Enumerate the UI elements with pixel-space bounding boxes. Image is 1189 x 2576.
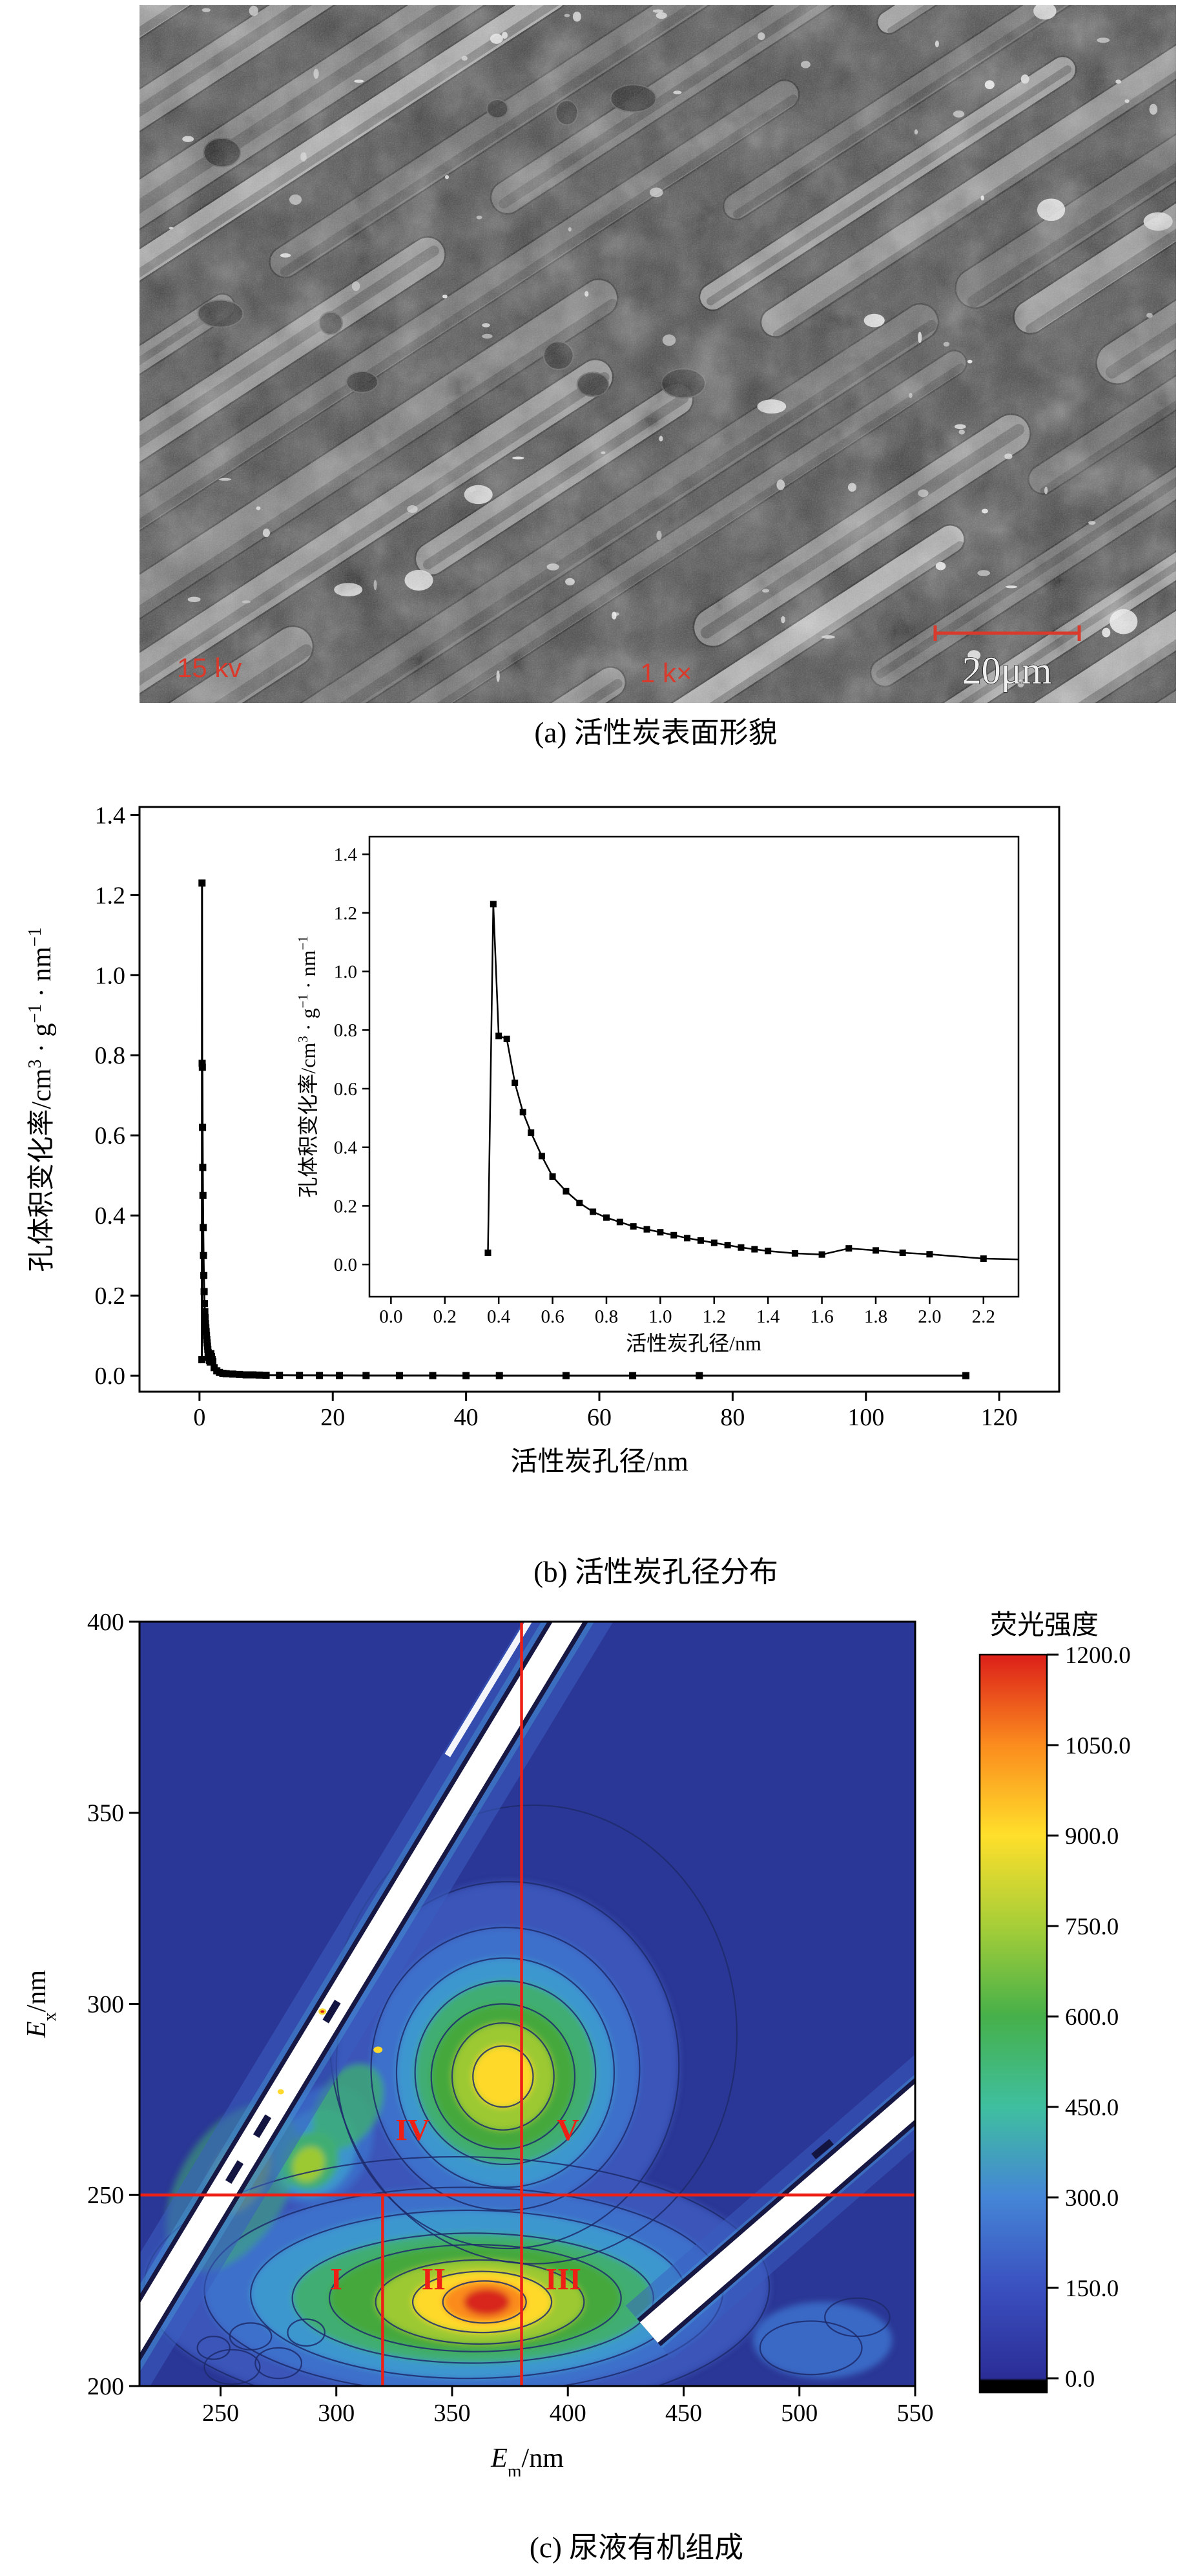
x-tick-label: 1.2 bbox=[703, 1306, 726, 1327]
x-tick-label: 0.8 bbox=[595, 1306, 618, 1327]
region-label-I: I bbox=[330, 2262, 342, 2296]
sem-scale-label: 20μm bbox=[962, 649, 1052, 692]
x-tick-label: 80 bbox=[720, 1404, 745, 1431]
sem-magnification-label: 1 k× bbox=[640, 658, 692, 688]
sem-scale-bar bbox=[933, 625, 1081, 641]
y-tick-label: 300 bbox=[87, 1991, 124, 2018]
y-axis-label: Ex/nm bbox=[22, 1970, 60, 2038]
x-tick-label: 120 bbox=[981, 1404, 1018, 1431]
colorbar-tick-label: 450.0 bbox=[1065, 2095, 1119, 2121]
y-tick-label: 0.8 bbox=[95, 1042, 126, 1069]
x-tick-label: 300 bbox=[318, 2400, 355, 2427]
colorbar-tick-label: 1050.0 bbox=[1065, 1733, 1131, 1759]
y-tick-label: 1.2 bbox=[95, 882, 126, 909]
x-tick-label: 350 bbox=[433, 2400, 470, 2427]
y-tick-label: 0.2 bbox=[95, 1283, 126, 1310]
colorbar-tick-label: 750.0 bbox=[1065, 1914, 1119, 1940]
y-tick-label: 200 bbox=[87, 2373, 124, 2400]
x-tick-label: 100 bbox=[847, 1404, 884, 1431]
x-tick-label: 60 bbox=[587, 1404, 612, 1431]
x-tick-label: 0.2 bbox=[433, 1306, 457, 1327]
y-tick-label: 1.4 bbox=[95, 802, 126, 829]
x-tick-label: 1.6 bbox=[810, 1306, 833, 1327]
panel-b: 0 20 40 60 80 100 120 0.0 0.2 0.4 0.6 0.8 1.0 1.2 1.4 活… bbox=[0, 791, 1189, 1591]
y-tick-label: 0.6 bbox=[95, 1122, 126, 1149]
caption-c: (c) 尿液有机组成 bbox=[529, 2531, 744, 2564]
colorbar-tick-label: 0.0 bbox=[1065, 2366, 1095, 2393]
eem-blobs bbox=[144, 1881, 893, 2386]
y-tick-label: 1.0 bbox=[334, 961, 357, 982]
colorbar-tick-label: 900.0 bbox=[1065, 1823, 1119, 1850]
y-tick-label: 1.4 bbox=[334, 844, 358, 865]
pore-inset-plot: 0.0 0.2 0.4 0.6 0.8 1.0 1.2 1.4 1.6 1.8 2.0 2.2 0.0 0… bbox=[295, 835, 1020, 1355]
y-tick-label: 0.0 bbox=[334, 1255, 357, 1275]
y-tick-label: 0.8 bbox=[334, 1020, 357, 1041]
y-tick-label: 350 bbox=[87, 1800, 124, 1827]
rayleigh-band-second-order bbox=[625, 2054, 915, 2360]
colorbar-title: 荧光强度 bbox=[990, 1611, 1099, 1640]
figure-page: 15 kv 1 k× 20μm (a) 活性炭表面形貌 0 20 40 60 80 100 12… bbox=[0, 5, 1189, 2567]
x-tick-label: 20 bbox=[320, 1404, 345, 1431]
y-tick-label: 0.4 bbox=[334, 1138, 358, 1158]
y-tick-label: 1.0 bbox=[95, 962, 126, 989]
colorbar-tick-label: 600.0 bbox=[1065, 2004, 1119, 2031]
caption-b: (b) 活性炭孔径分布 bbox=[533, 1556, 778, 1588]
panel-a: 15 kv 1 k× 20μm (a) 活性炭表面形貌 bbox=[0, 5, 1189, 752]
x-tick-label: 0 bbox=[193, 1404, 205, 1431]
eem-colorbar: 0.0 150.0 300.0 450.0 600.0 750.0 900.0 1050.0 1… bbox=[978, 1611, 1131, 2394]
x-tick-label: 400 bbox=[550, 2400, 586, 2427]
x-tick-label: 0.4 bbox=[487, 1306, 511, 1327]
y-tick-label: 400 bbox=[87, 1609, 124, 1636]
y-tick-label: 0.6 bbox=[334, 1079, 357, 1100]
sem-image: 15 kv 1 k× 20μm bbox=[140, 5, 1176, 703]
region-label-II: II bbox=[422, 2262, 446, 2296]
y-tick-label: 0.0 bbox=[95, 1363, 126, 1390]
y-tick-label: 0.4 bbox=[95, 1202, 126, 1230]
y-tick-label: 0.2 bbox=[334, 1196, 357, 1217]
x-tick-label: 1.0 bbox=[648, 1306, 672, 1327]
x-tick-label: 550 bbox=[897, 2400, 934, 2427]
x-tick-label: 1.4 bbox=[756, 1306, 780, 1327]
x-axis-label: 活性炭孔径/nm bbox=[626, 1332, 761, 1355]
rayleigh-band-first-order bbox=[140, 1622, 614, 2386]
region-label-III: III bbox=[545, 2262, 581, 2296]
y-axis-label: 孔体积变化率/cm3 · g−1 · nm−1 bbox=[295, 936, 320, 1197]
caption-a: (a) 活性炭表面形貌 bbox=[534, 717, 778, 749]
panel-c: I II III IV V 250 300 350 400 450 500 550 200 250 300 3… bbox=[0, 1598, 1189, 2567]
x-axis-label: 活性炭孔径/nm bbox=[510, 1447, 688, 1477]
x-tick-label: 40 bbox=[454, 1404, 479, 1431]
colorbar-tick-label: 150.0 bbox=[1065, 2276, 1119, 2302]
pore-main-plot: 0 20 40 60 80 100 120 0.0 0.2 0.4 0.6 0.8 1.0 1.2 1.4 活… bbox=[25, 802, 1060, 1477]
y-tick-label: 250 bbox=[87, 2182, 124, 2209]
colorbar-tick-label: 1200.0 bbox=[1065, 1642, 1131, 1669]
y-axis-label: 孔体积变化率/cm3 · g−1 · nm−1 bbox=[25, 927, 57, 1272]
region-label-IV: IV bbox=[395, 2113, 430, 2148]
x-axis-label: Em/nm bbox=[490, 2444, 564, 2477]
x-tick-label: 1.8 bbox=[864, 1306, 887, 1327]
x-tick-label: 2.0 bbox=[918, 1306, 941, 1327]
x-tick-label: 450 bbox=[665, 2400, 702, 2427]
region-label-V: V bbox=[557, 2113, 579, 2148]
x-tick-label: 0.0 bbox=[379, 1306, 402, 1327]
x-tick-label: 2.2 bbox=[972, 1306, 995, 1327]
x-tick-label: 500 bbox=[781, 2400, 818, 2427]
x-tick-label: 0.6 bbox=[541, 1306, 564, 1327]
y-tick-label: 1.2 bbox=[334, 903, 357, 924]
eem-region-dividers bbox=[140, 1622, 915, 2386]
x-tick-label: 250 bbox=[202, 2400, 239, 2427]
sem-kv-label: 15 kv bbox=[177, 653, 242, 683]
colorbar-tick-label: 300.0 bbox=[1065, 2185, 1119, 2212]
pore-size-chart: 0 20 40 60 80 100 120 0.0 0.2 0.4 0.6 0.8 1.0 1.2 1.4 活… bbox=[25, 802, 1060, 1477]
